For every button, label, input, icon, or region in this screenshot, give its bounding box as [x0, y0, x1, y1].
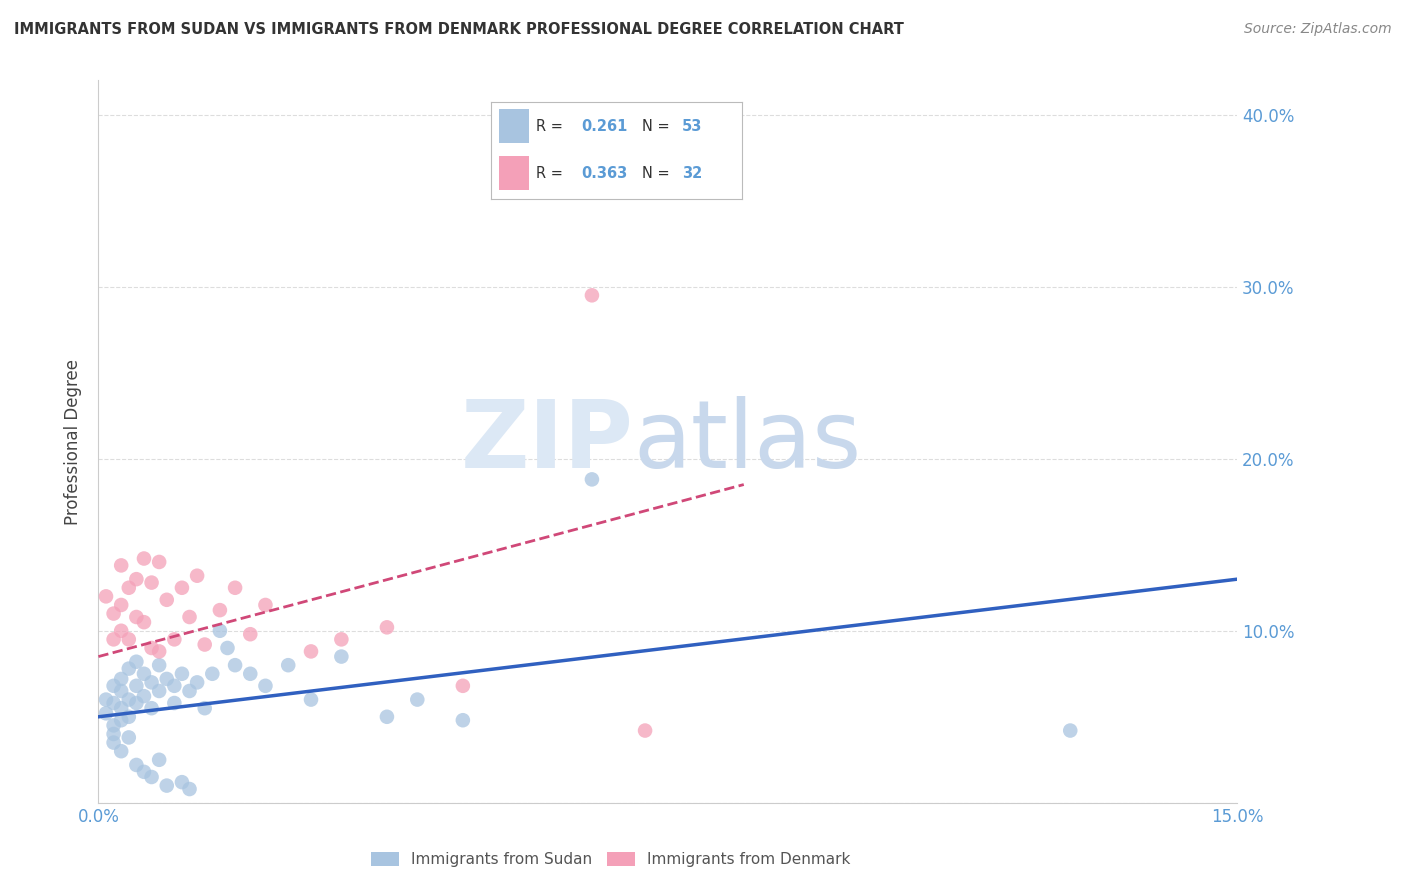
Point — [118, 692, 141, 706]
Point — [217, 640, 239, 655]
Point — [118, 581, 141, 595]
Point — [330, 632, 353, 647]
Point — [634, 723, 657, 738]
Point — [110, 672, 132, 686]
Point — [451, 713, 474, 727]
Point — [110, 598, 132, 612]
Point — [110, 624, 132, 638]
Point — [330, 649, 353, 664]
Point — [208, 603, 231, 617]
Point — [239, 666, 262, 681]
Point — [132, 764, 155, 779]
Point — [299, 644, 322, 658]
Text: IMMIGRANTS FROM SUDAN VS IMMIGRANTS FROM DENMARK PROFESSIONAL DEGREE CORRELATION: IMMIGRANTS FROM SUDAN VS IMMIGRANTS FROM… — [14, 22, 904, 37]
Point — [239, 627, 262, 641]
Point — [118, 662, 141, 676]
Point — [103, 607, 125, 621]
Text: ZIP: ZIP — [461, 395, 634, 488]
Point — [125, 696, 148, 710]
Point — [163, 632, 186, 647]
Legend: Immigrants from Sudan, Immigrants from Denmark: Immigrants from Sudan, Immigrants from D… — [364, 845, 858, 875]
Point — [103, 696, 125, 710]
Point — [148, 684, 170, 698]
Point — [103, 735, 125, 749]
Point — [94, 692, 117, 706]
Point — [141, 701, 163, 715]
Point — [132, 689, 155, 703]
Point — [132, 551, 155, 566]
Point — [163, 679, 186, 693]
Text: Source: ZipAtlas.com: Source: ZipAtlas.com — [1244, 22, 1392, 37]
Point — [118, 731, 141, 745]
Point — [156, 672, 179, 686]
Point — [110, 558, 132, 573]
Point — [224, 658, 246, 673]
Point — [103, 679, 125, 693]
Point — [277, 658, 299, 673]
Point — [254, 598, 277, 612]
Point — [148, 644, 170, 658]
Point — [132, 615, 155, 630]
Point — [110, 713, 132, 727]
Point — [156, 779, 179, 793]
Point — [208, 624, 231, 638]
Point — [125, 679, 148, 693]
Point — [170, 666, 193, 681]
Point — [186, 675, 208, 690]
Point — [186, 568, 208, 582]
Point — [170, 775, 193, 789]
Point — [375, 710, 398, 724]
Point — [125, 572, 148, 586]
Point — [94, 706, 117, 721]
Y-axis label: Professional Degree: Professional Degree — [65, 359, 83, 524]
Point — [224, 581, 246, 595]
Point — [132, 666, 155, 681]
Point — [118, 710, 141, 724]
Point — [148, 555, 170, 569]
Point — [103, 718, 125, 732]
Point — [451, 679, 474, 693]
Point — [148, 753, 170, 767]
Point — [254, 679, 277, 693]
Point — [194, 701, 217, 715]
Point — [179, 782, 201, 797]
Point — [179, 684, 201, 698]
Point — [1059, 723, 1081, 738]
Point — [110, 684, 132, 698]
Point — [194, 638, 217, 652]
Point — [141, 770, 163, 784]
Point — [163, 696, 186, 710]
Text: atlas: atlas — [634, 395, 862, 488]
Point — [118, 632, 141, 647]
Point — [125, 655, 148, 669]
Point — [179, 610, 201, 624]
Point — [156, 592, 179, 607]
Point — [299, 692, 322, 706]
Point — [581, 472, 603, 486]
Point — [94, 590, 117, 604]
Point — [125, 758, 148, 772]
Point — [110, 744, 132, 758]
Point — [148, 658, 170, 673]
Point — [103, 632, 125, 647]
Point — [110, 701, 132, 715]
Point — [103, 727, 125, 741]
Point — [141, 640, 163, 655]
Point — [170, 581, 193, 595]
Point — [201, 666, 224, 681]
Point — [141, 675, 163, 690]
Point — [581, 288, 603, 302]
Point — [125, 610, 148, 624]
Point — [406, 692, 429, 706]
Point — [141, 575, 163, 590]
Point — [375, 620, 398, 634]
